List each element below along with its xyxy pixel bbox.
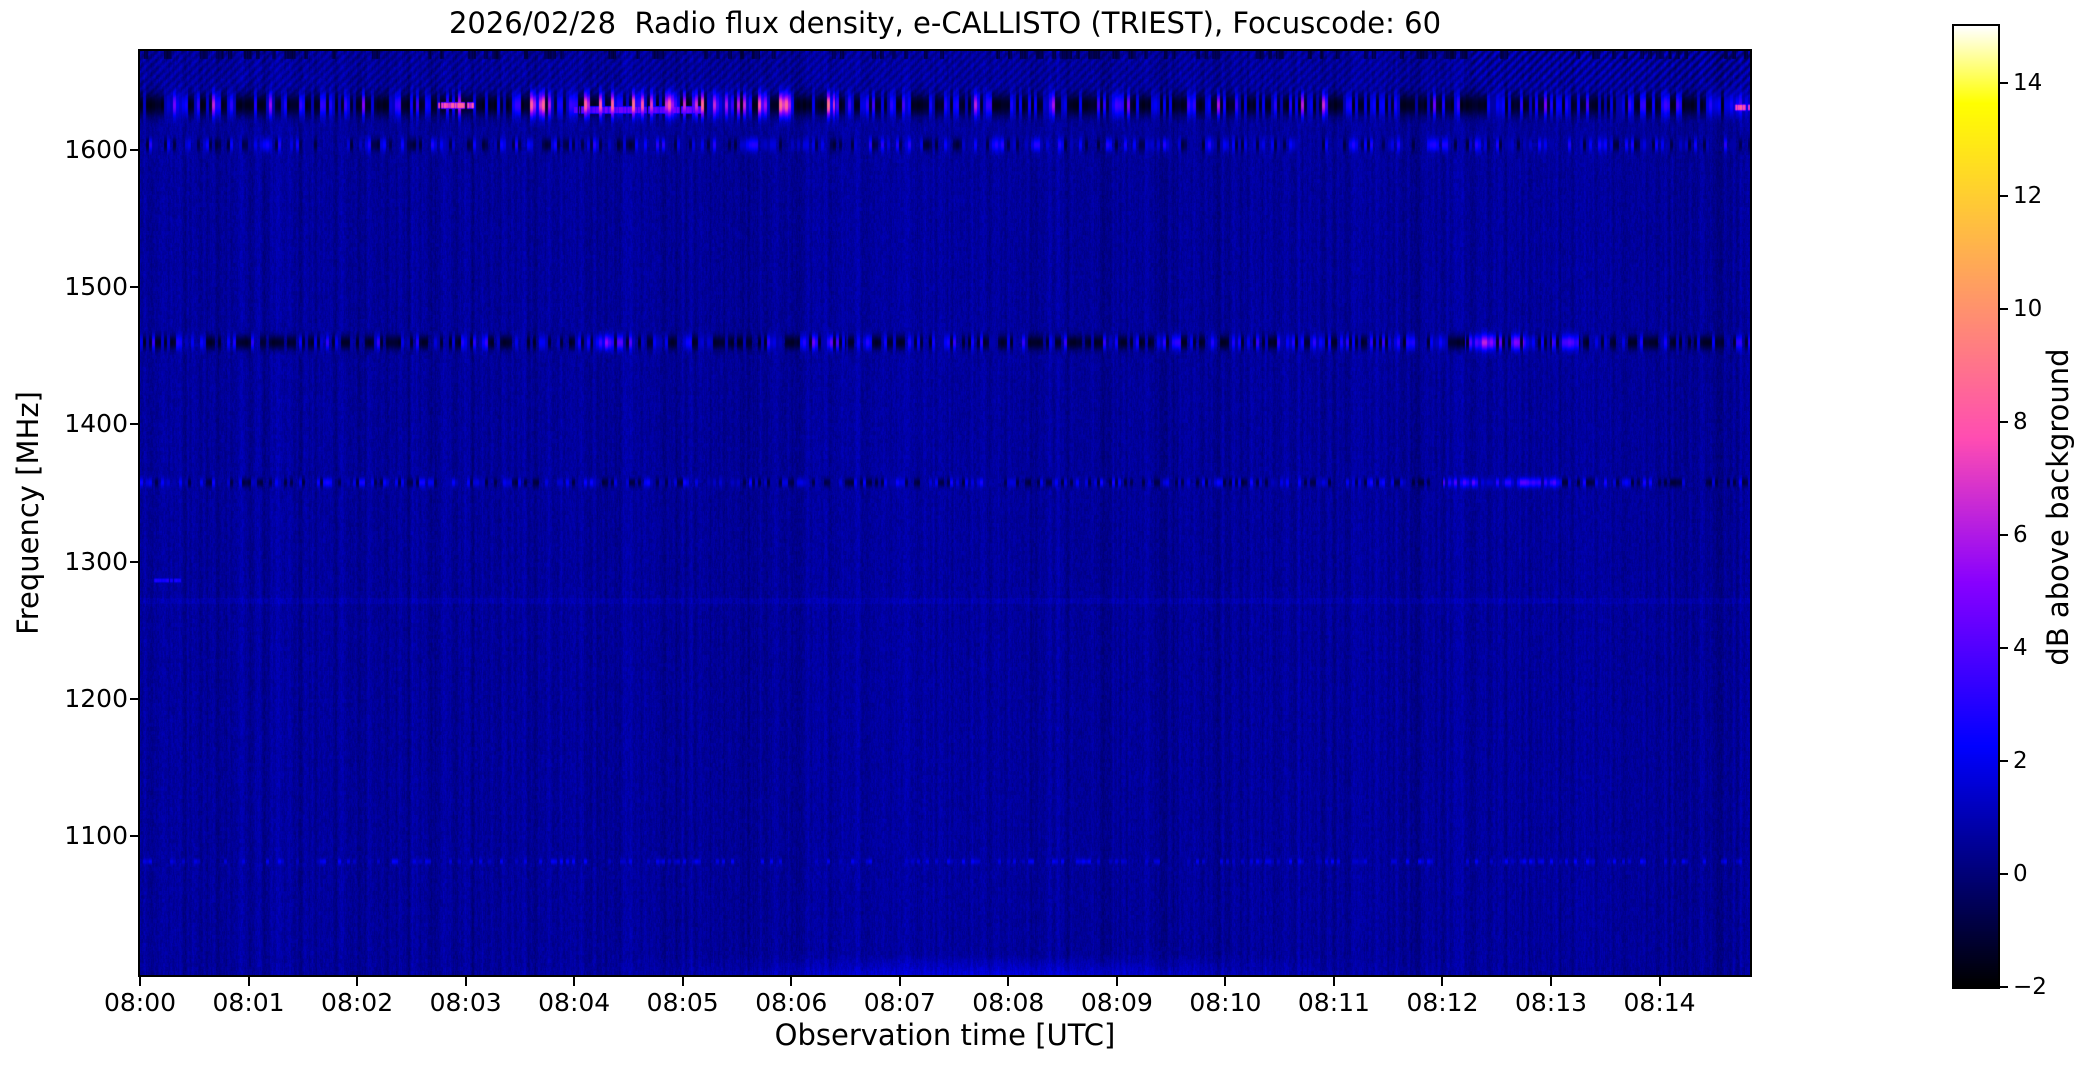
x-tick-label: 08:06 <box>755 988 828 1017</box>
colorbar-tick-mark <box>2000 533 2008 536</box>
x-tick-mark <box>573 977 576 986</box>
x-tick-mark <box>1224 977 1227 986</box>
colorbar-tick-label: 14 <box>2013 69 2043 96</box>
y-axis-label: Frequency [MHz] <box>11 391 45 635</box>
y-tick-label: 1400 <box>64 409 128 439</box>
x-tick-mark <box>139 977 141 986</box>
x-tick-label: 08:13 <box>1514 988 1588 1017</box>
x-tick-label: 08:11 <box>1297 988 1370 1017</box>
colorbar-tick-label: −2 <box>2013 974 2047 1000</box>
x-tick-mark <box>1441 977 1444 986</box>
y-tick-mark <box>130 560 138 563</box>
x-tick-mark <box>464 977 467 986</box>
y-tick-mark <box>130 698 138 701</box>
colorbar-tick-label: 8 <box>2013 408 2028 435</box>
x-tick-label: 08:03 <box>429 988 502 1017</box>
x-tick-label: 08:00 <box>103 988 177 1017</box>
x-tick-label: 08:07 <box>863 988 936 1017</box>
colorbar-tick-mark <box>2000 646 2008 649</box>
x-tick-label: 08:04 <box>538 988 611 1017</box>
figure-title: 2026/02/28 Radio flux density, e-CALLIST… <box>448 6 1442 40</box>
x-tick-label: 08:12 <box>1406 988 1479 1017</box>
x-tick-mark <box>1007 977 1010 986</box>
x-tick-mark <box>1115 977 1118 986</box>
x-tick-label: 08:08 <box>972 988 1045 1017</box>
x-tick-mark <box>247 977 250 986</box>
y-tick-mark <box>130 423 138 426</box>
colorbar-tick-mark <box>2000 194 2008 197</box>
x-tick-label: 08:02 <box>321 988 394 1017</box>
x-tick-label: 08:09 <box>1080 988 1153 1017</box>
spectrogram-heatmap <box>140 51 1750 975</box>
colorbar-tick-label: 12 <box>2013 182 2043 209</box>
colorbar-tick-mark <box>2000 81 2008 84</box>
y-tick-mark <box>130 286 138 289</box>
y-tick-label: 1300 <box>64 546 128 576</box>
y-tick-label: 1600 <box>64 134 128 164</box>
colorbar-tick-mark <box>2000 759 2008 762</box>
y-tick-mark <box>130 835 138 838</box>
colorbar-gradient <box>1954 26 1998 987</box>
x-tick-mark <box>681 977 684 986</box>
x-tick-label: 08:14 <box>1623 988 1696 1017</box>
y-tick-label: 1200 <box>64 684 128 714</box>
colorbar-label: dB above background <box>2041 348 2075 666</box>
y-tick-label: 1100 <box>64 821 128 851</box>
colorbar-tick-mark <box>2000 872 2008 875</box>
x-tick-mark <box>898 977 901 986</box>
colorbar-tick-label: 0 <box>2013 860 2028 887</box>
colorbar-tick-label: 6 <box>2013 521 2028 548</box>
colorbar-tick-label: 2 <box>2013 747 2028 774</box>
x-tick-mark <box>790 977 793 986</box>
x-axis-label: Observation time [UTC] <box>774 1018 1116 1052</box>
x-tick-mark <box>1332 977 1335 986</box>
x-tick-mark <box>1550 977 1552 986</box>
colorbar-tick-mark <box>2000 307 2008 310</box>
x-tick-label: 08:01 <box>212 988 285 1017</box>
x-tick-mark <box>356 977 359 986</box>
colorbar-tick-mark <box>2000 420 2008 423</box>
colorbar-tick-label: 10 <box>2013 295 2043 322</box>
colorbar-tick-label: 4 <box>2013 634 2028 661</box>
colorbar-tick-mark <box>2000 986 2008 988</box>
y-tick-label: 1500 <box>64 272 128 302</box>
x-tick-label: 08:10 <box>1189 988 1262 1017</box>
x-tick-label: 08:05 <box>646 988 719 1017</box>
x-tick-mark <box>1658 977 1661 986</box>
y-tick-mark <box>130 148 138 151</box>
